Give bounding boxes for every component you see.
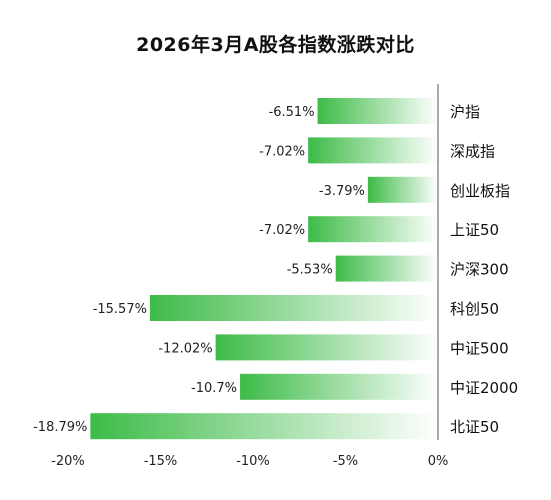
bars-group: -6.51% 沪指 -7.02% 深成指 -3.79% 创业板指 -7.02% 上证50 -5.…: [33, 98, 518, 440]
x-tick-label-0: -20%: [51, 454, 85, 469]
value-label-8: -18.79%: [33, 420, 87, 435]
value-label-3: -7.02%: [259, 223, 305, 238]
bar-3: [308, 216, 438, 243]
category-label-7: 中证2000: [450, 379, 518, 397]
x-axis: -20% -15% -10% -5% 0%: [51, 84, 448, 469]
value-label-5: -15.57%: [93, 302, 147, 317]
x-tick-label-3: -5%: [333, 454, 358, 469]
value-label-0: -6.51%: [269, 105, 315, 120]
x-tick-label-1: -15%: [144, 454, 178, 469]
category-label-0: 沪指: [450, 103, 480, 121]
bar-7: [240, 373, 438, 400]
bar-5: [149, 295, 438, 321]
value-label-4: -5.53%: [287, 263, 333, 278]
category-label-2: 创业板指: [450, 182, 510, 200]
bar-4: [335, 255, 438, 282]
value-label-6: -12.02%: [158, 341, 212, 356]
value-label-7: -10.7%: [191, 381, 237, 396]
bar-6: [215, 334, 438, 361]
bar-0: [317, 98, 438, 124]
bar-1: [308, 137, 438, 164]
category-label-5: 科创50: [450, 300, 499, 318]
x-tick-label-4: 0%: [428, 454, 449, 469]
chart-title: 2026年3月A股各指数涨跌对比: [136, 34, 415, 56]
category-label-1: 深成指: [450, 142, 495, 160]
category-label-4: 沪深300: [450, 261, 509, 279]
category-label-3: 上证50: [450, 221, 499, 239]
bar-8: [90, 413, 438, 440]
bar-2: [367, 176, 438, 203]
value-label-2: -3.79%: [319, 184, 365, 199]
value-label-1: -7.02%: [259, 144, 305, 159]
category-label-8: 北证50: [450, 418, 499, 436]
x-tick-label-2: -10%: [236, 454, 270, 469]
category-label-6: 中证500: [450, 339, 509, 357]
